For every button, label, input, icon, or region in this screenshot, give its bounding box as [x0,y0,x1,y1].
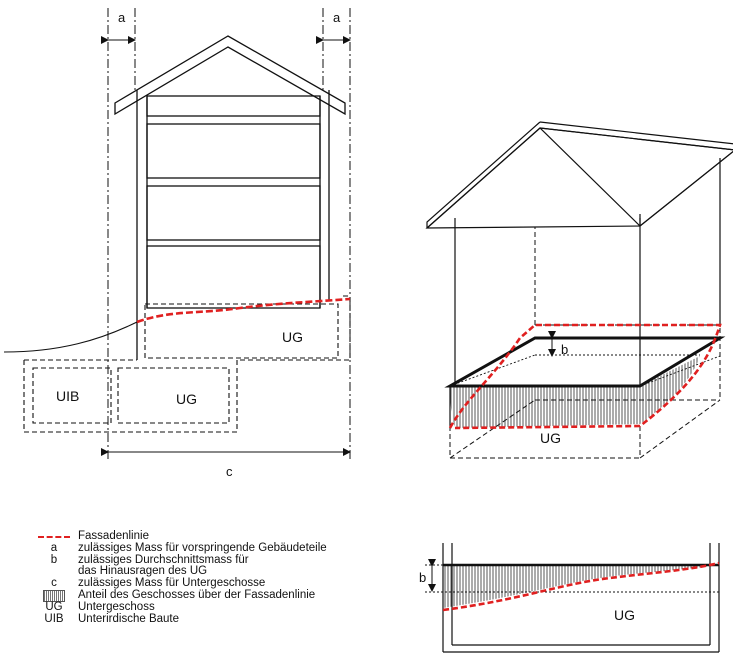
legend-text: zulässiges Durchschnittsmass für [78,553,249,566]
uib-box [32,367,112,424]
label-b-perspective: b [561,342,568,357]
fassadenlinie-detail [442,561,720,612]
legend-text: zulässiges Mass für vorspringende Gebäud… [78,541,327,554]
floor-1 [146,95,321,117]
floor-4 [146,245,321,309]
legend-text: Untergeschoss [78,600,155,613]
legend-key: b [50,553,58,566]
legend: Fassadenlinie a zulässiges Mass für vors… [30,530,327,626]
hatched-area [450,356,700,428]
legend-key: a [50,541,58,554]
fassadenlinie-left [136,297,351,324]
section-view [3,8,351,462]
fassadenlinie-perspective [448,323,722,430]
legend-key: c [51,577,57,590]
fassadenlinie-swatch [30,535,78,538]
legend-text: Anteil des Geschosses über der Fassadenl… [78,589,316,602]
legend-item: a zulässiges Mass für vorspringende Gebä… [30,541,327,555]
label-ug-left: UG [176,391,197,407]
legend-key: UIB [44,612,64,625]
legend-item: UIB Unterirdische Baute [30,612,327,626]
legend-key: UG [45,600,63,613]
floor-2 [146,123,321,179]
roof-perspective [425,127,733,229]
label-ug-right: UG [282,329,303,345]
reference-lines [107,8,351,462]
terrain-line [3,321,138,353]
label-ug-detail: UG [614,607,635,623]
label-a-left: a [118,10,126,25]
hatched-detail [443,565,716,608]
perspective-view [425,121,733,459]
label-c: c [226,464,233,479]
legend-item: das Hinausragen des UG [30,566,327,578]
label-ug-perspective: UG [540,430,561,446]
legend-text: das Hinausragen des UG [78,565,208,578]
legend-item: UG Untergeschoss [30,600,327,614]
legend-text: zulässiges Mass für Untergeschosse [78,577,266,590]
ug-box-left [117,367,230,424]
ug-top-plane [444,336,726,388]
legend-item: b zulässiges Durchschnittsmass für [30,553,327,567]
label-uib: UIB [56,388,79,404]
legend-text: Fassadenlinie [78,530,149,542]
legend-item: Fassadenlinie [30,530,327,543]
hatch-swatch [30,589,78,602]
legend-text: Unterirdische Baute [78,612,179,625]
label-b-detail: b [419,570,426,585]
legend-item: c zulässiges Mass für Untergeschosse [30,577,327,590]
underground-outline [23,295,351,433]
roof [114,35,346,116]
label-a-right: a [333,10,341,25]
legend-item: Anteil des Geschosses über der Fassadenl… [30,589,327,602]
section-detail [425,543,720,653]
floor-3 [146,185,321,241]
ug-box-right [144,303,339,359]
